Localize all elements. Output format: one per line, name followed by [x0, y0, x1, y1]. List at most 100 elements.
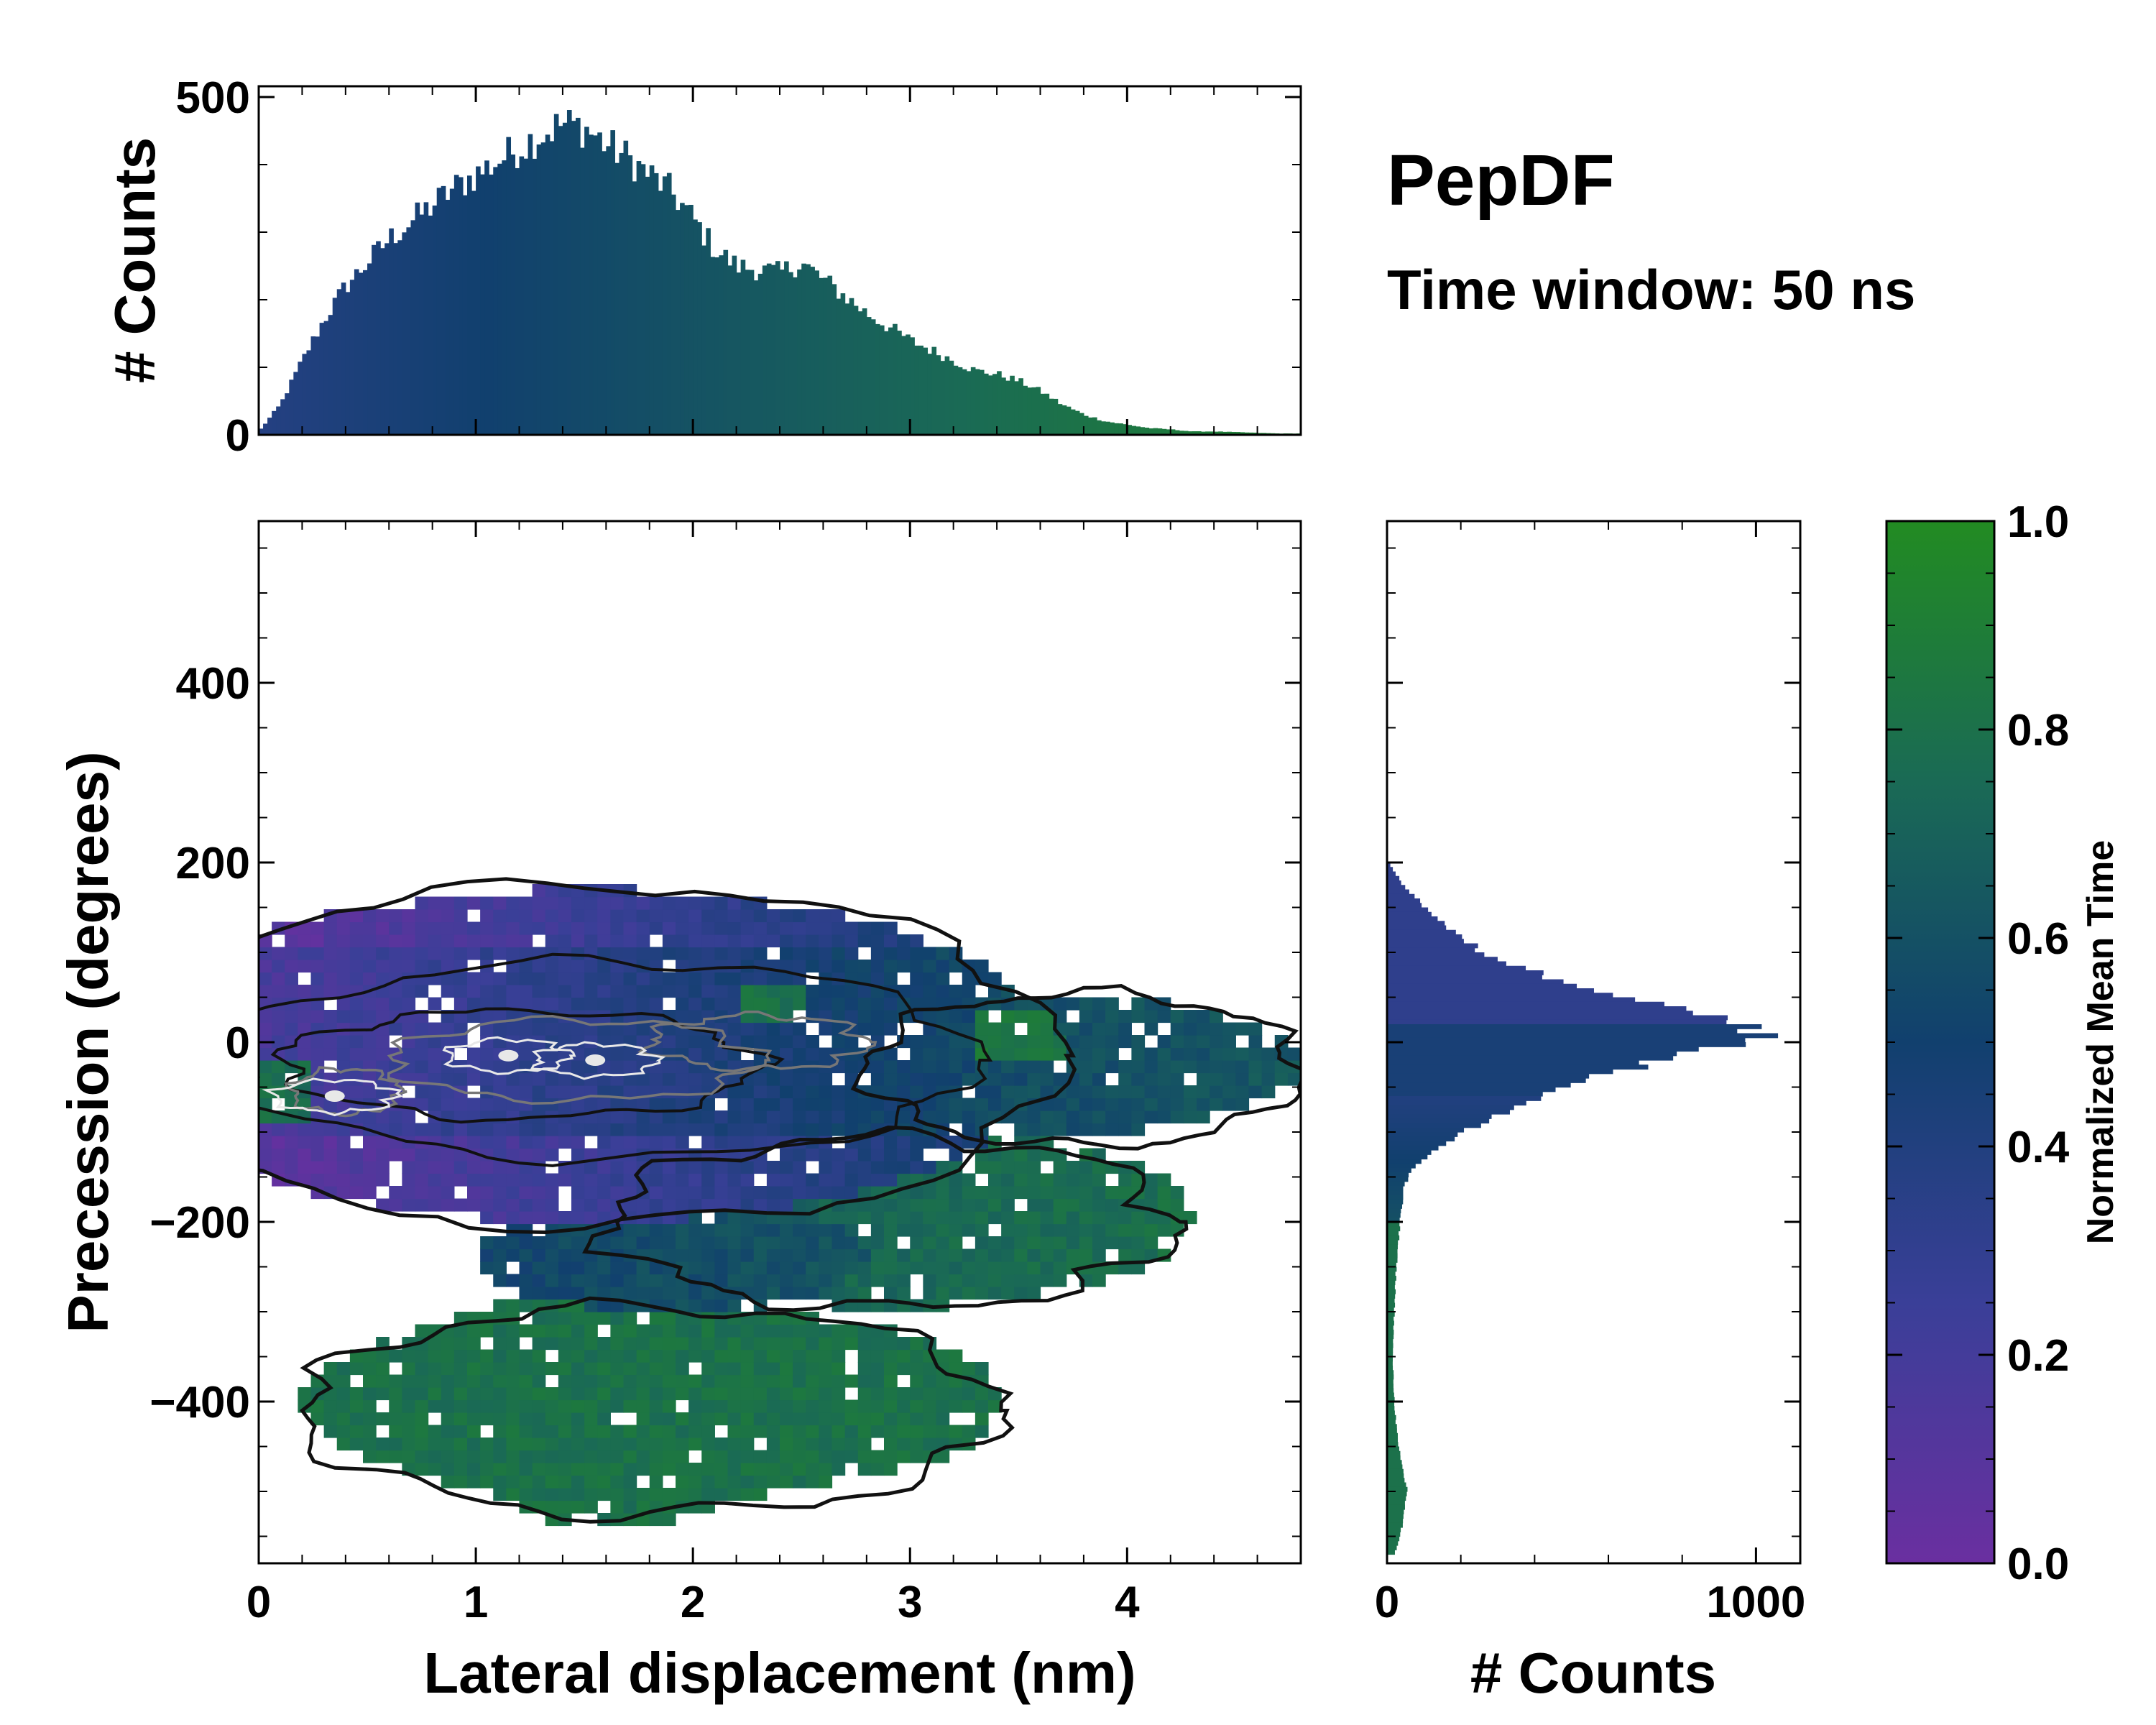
heatmap-cell: [897, 947, 911, 960]
heatmap-cell: [676, 1438, 689, 1451]
heatmap-cell: [545, 1098, 559, 1111]
heatmap-cell: [688, 1463, 702, 1476]
heatmap-cell: [415, 1198, 429, 1212]
heatmap-cell: [558, 1475, 572, 1489]
right-histogram-bar: [1387, 911, 1432, 917]
heatmap-cell: [623, 985, 637, 998]
heatmap-cell: [349, 1438, 364, 1451]
heatmap-cell: [310, 960, 325, 973]
heatmap-cell: [298, 985, 312, 998]
heatmap-cell: [1131, 1211, 1146, 1225]
heatmap-cell: [571, 947, 585, 960]
heatmap-cell: [780, 997, 793, 1011]
heatmap-cell: [936, 972, 950, 985]
top-histogram-bar: [931, 346, 937, 435]
heatmap-cell: [519, 1248, 533, 1262]
top-histogram-bar: [571, 121, 576, 435]
heatmap-cell: [480, 1349, 494, 1363]
heatmap-cell: [688, 1387, 702, 1401]
heatmap-cell: [584, 1211, 598, 1225]
heatmap-cell: [597, 1475, 611, 1489]
heatmap-cell: [558, 1399, 572, 1413]
heatmap-cell: [415, 1387, 429, 1401]
heatmap-cell: [780, 1123, 793, 1136]
heatmap-cell: [975, 960, 989, 973]
top-histogram-bar: [1083, 415, 1089, 435]
heatmap-cell: [806, 1236, 819, 1250]
main-xtick-label: 2: [681, 1578, 705, 1627]
heatmap-cell: [519, 1148, 533, 1162]
heatmap-cell: [727, 1274, 742, 1287]
heatmap-cell: [884, 1248, 898, 1262]
heatmap-cell: [349, 1425, 364, 1438]
heatmap-cell: [480, 1136, 494, 1149]
heatmap-cell: [793, 921, 806, 935]
heatmap-cell: [584, 1161, 598, 1174]
heatmap-cell: [1001, 1148, 1015, 1162]
heatmap-cell: [857, 1274, 872, 1287]
top-histogram-bar: [1157, 428, 1163, 435]
heatmap-cell: [584, 1362, 598, 1376]
heatmap-cell: [336, 1161, 351, 1174]
heatmap-cell: [649, 896, 663, 910]
heatmap-cell: [806, 1337, 819, 1351]
heatmap-cell: [753, 1450, 768, 1463]
heatmap-cell: [753, 1035, 768, 1049]
right-histogram-bar: [1387, 1312, 1395, 1317]
heatmap-cell: [676, 1173, 689, 1187]
heatmap-cell: [701, 1299, 715, 1312]
heatmap-cell: [402, 1374, 416, 1388]
heatmap-cell: [1248, 1047, 1263, 1061]
heatmap-cell: [1144, 1236, 1158, 1250]
heatmap-cell: [870, 960, 885, 973]
heatmap-cell: [597, 1198, 611, 1212]
heatmap-cell: [558, 1123, 572, 1136]
heatmap-cell: [1027, 1085, 1041, 1099]
heatmap-cell: [1066, 1085, 1080, 1099]
heatmap-cell: [910, 1085, 923, 1099]
heatmap-cell: [819, 921, 833, 935]
heatmap-cell: [962, 1198, 976, 1212]
heatmap-cell: [1027, 1223, 1041, 1237]
heatmap-cell: [1183, 1085, 1197, 1099]
right-histogram-bar: [1387, 898, 1421, 903]
top-histogram-bar: [636, 161, 642, 435]
heatmap-cell: [1053, 1173, 1067, 1187]
heatmap-cell: [428, 1098, 442, 1111]
heatmap-cell: [1105, 1110, 1119, 1124]
heatmap-cell: [259, 1085, 272, 1099]
heatmap-cell: [688, 934, 702, 948]
right-histogram-bar: [1387, 943, 1478, 949]
heatmap-cell: [727, 1035, 742, 1049]
heatmap-cell: [649, 1450, 663, 1463]
heatmap-cell: [532, 909, 546, 923]
heatmap-cell: [662, 1425, 676, 1438]
heatmap-cell: [506, 1173, 520, 1187]
heatmap-cell: [753, 1161, 768, 1174]
heatmap-cell: [857, 985, 872, 998]
heatmap-cell: [649, 1110, 663, 1124]
right-histogram-bar: [1387, 1271, 1396, 1276]
heatmap-cell: [545, 1500, 559, 1514]
heatmap-cell: [506, 1211, 520, 1225]
top-histogram-bar: [1097, 420, 1102, 435]
heatmap-cell: [910, 960, 923, 973]
heatmap-cell: [688, 1110, 702, 1124]
heatmap-cell: [857, 997, 872, 1011]
heatmap-cell: [493, 1110, 507, 1124]
top-histogram-bar: [423, 202, 429, 435]
heatmap-cell: [793, 1463, 806, 1476]
heatmap-cell: [532, 1387, 546, 1401]
right-histogram-bar: [1387, 1280, 1396, 1286]
heatmap-cell: [923, 1098, 937, 1111]
top-histogram-bar: [1127, 425, 1132, 435]
heatmap-cell: [519, 1136, 533, 1149]
top-histogram-bar: [1253, 432, 1258, 435]
heatmap-cell: [584, 1463, 598, 1476]
heatmap-cell: [649, 972, 663, 985]
heatmap-cell: [1040, 1211, 1054, 1225]
heatmap-cell: [597, 921, 611, 935]
contour-gray: [387, 1015, 773, 1105]
top-histogram-bar: [1131, 426, 1137, 435]
heatmap-cell: [962, 1261, 976, 1275]
